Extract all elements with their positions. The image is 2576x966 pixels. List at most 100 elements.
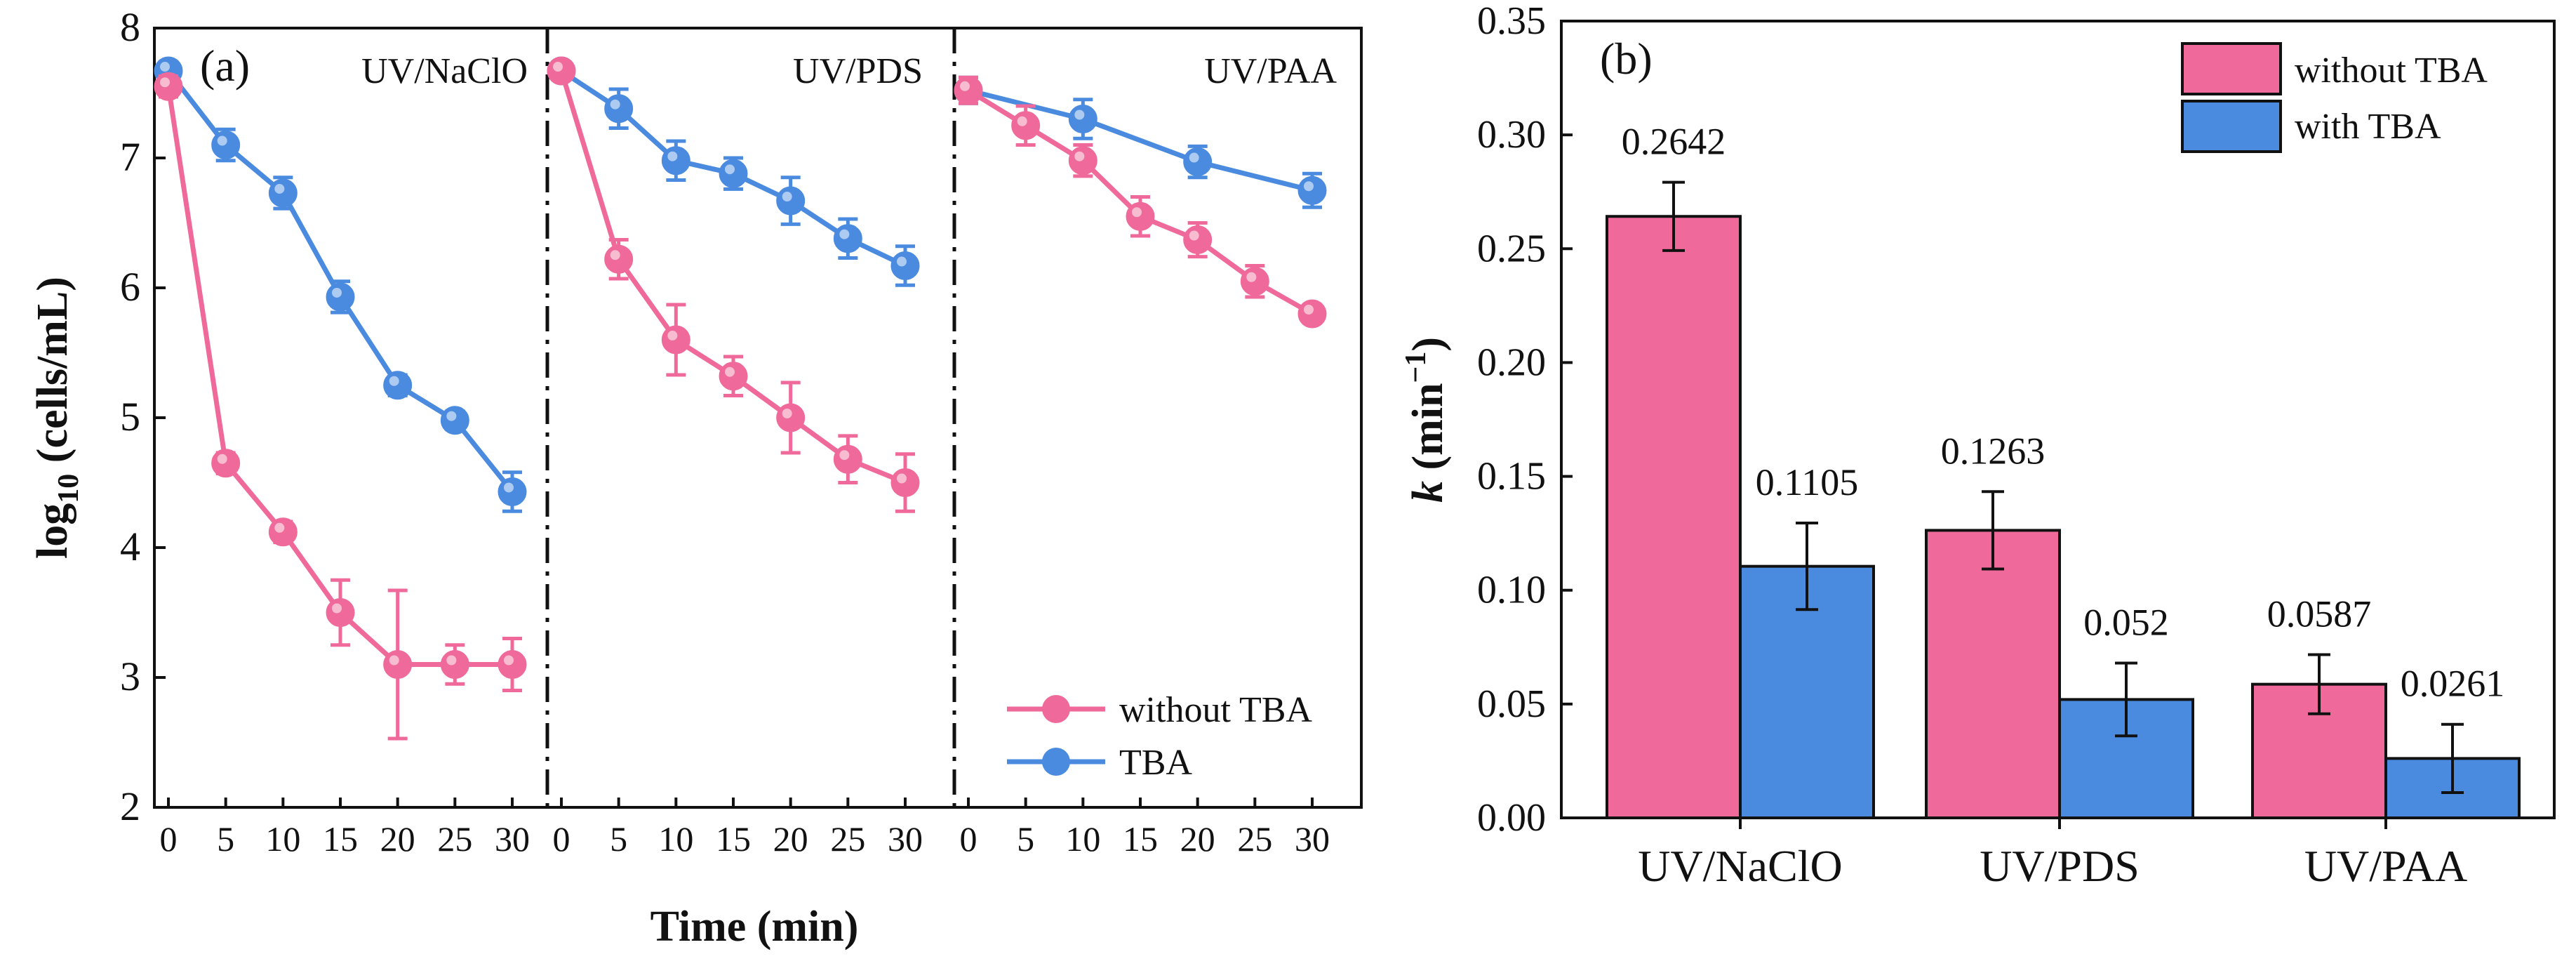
point-highlight-uv-pds-tba-t15 bbox=[725, 164, 735, 175]
line-uv-pds-without-tba bbox=[559, 70, 907, 485]
segment-label-uv-naclo: UV/NaClO bbox=[361, 51, 528, 91]
point-highlight-uv-pds-tba-t30 bbox=[897, 256, 907, 267]
x-tick-label-a-seg1-10: 10 bbox=[658, 819, 693, 859]
x-tick-label-a-seg2-20: 20 bbox=[1180, 819, 1215, 859]
point-uv-paa-without-tba-t5 bbox=[1011, 111, 1041, 140]
point-highlight-uv-naclo-without-tba-t15 bbox=[332, 603, 342, 614]
y-tick-label-a-7: 7 bbox=[120, 134, 140, 180]
y-axis-label-a-sub: 10 bbox=[53, 474, 85, 503]
point-highlight-uv-paa-without-tba-t0 bbox=[960, 81, 970, 91]
point-uv-naclo-without-tba-t25 bbox=[440, 650, 469, 679]
panel-b-bars: 0.2642 0.1105 0.1263 0.052 0.0587 0.0261 bbox=[1606, 121, 2521, 820]
x-tick-label-a-seg0-5: 5 bbox=[217, 819, 234, 859]
y-axis-label-a: log10 (cells/mL) bbox=[29, 277, 85, 559]
value-label-uv-pds-without-tba: 0.1263 bbox=[1941, 430, 2046, 472]
point-highlight-uv-pds-tba-t10 bbox=[667, 151, 678, 161]
point-highlight-uv-naclo-without-tba-t20 bbox=[389, 655, 399, 666]
point-highlight-uv-pds-tba-t25 bbox=[839, 229, 850, 239]
point-uv-pds-tba-t30 bbox=[890, 251, 920, 281]
x-tick-label-a-seg0-30: 30 bbox=[495, 819, 530, 859]
error-bar-uv-paa-without-tba bbox=[2308, 653, 2330, 715]
y-tick-label-b-0.15: 0.15 bbox=[1477, 455, 1546, 498]
point-uv-pds-without-tba-t20 bbox=[776, 403, 806, 432]
x-tick-label-a-seg0-15: 15 bbox=[323, 819, 358, 859]
point-uv-pds-without-tba-t0 bbox=[547, 56, 576, 86]
y-tick-label-b-0.30: 0.30 bbox=[1477, 113, 1546, 157]
y-tick-label-a-5: 5 bbox=[120, 394, 140, 439]
point-highlight-uv-naclo-tba-t10 bbox=[274, 183, 285, 194]
bar-uv-naclo-without-tba bbox=[1606, 215, 1742, 820]
line-uv-naclo-without-tba bbox=[166, 86, 512, 667]
x-tick-label-a-seg2-15: 15 bbox=[1123, 819, 1158, 859]
x-tick-label-a-seg2-5: 5 bbox=[1017, 819, 1034, 859]
value-label-uv-pds-with-tba: 0.052 bbox=[2083, 601, 2169, 643]
point-uv-naclo-tba-t30 bbox=[498, 477, 527, 506]
legend-a-marker-tba bbox=[1042, 748, 1070, 776]
point-highlight-uv-naclo-without-tba-t25 bbox=[446, 655, 457, 666]
point-highlight-uv-pds-without-tba-t5 bbox=[610, 250, 620, 260]
panel-b: (b) k (min−1) 0.000.050.100.150.200.250.… bbox=[1400, 0, 2556, 891]
x-tick-label-a-seg0-25: 25 bbox=[437, 819, 472, 859]
value-label-uv-naclo-with-tba: 0.1105 bbox=[1756, 461, 1859, 503]
point-uv-pds-tba-t20 bbox=[776, 186, 806, 216]
point-uv-paa-without-tba-t25 bbox=[1240, 267, 1269, 296]
legend-a-label-without-tba: without TBA bbox=[1119, 690, 1312, 730]
point-uv-naclo-tba-t25 bbox=[440, 406, 469, 435]
point-highlight-uv-pds-tba-t20 bbox=[782, 192, 792, 202]
point-uv-paa-without-tba-t15 bbox=[1126, 201, 1155, 231]
point-highlight-uv-pds-tba-t5 bbox=[610, 99, 620, 110]
legend-a-label-tba: TBA bbox=[1119, 743, 1192, 783]
panel-b-ticks: 0.00 0.05 0.10 0.15 0.20 0.25 0.30 0.35 UV/NaClO… bbox=[1477, 0, 2467, 891]
point-highlight-uv-pds-without-tba-t15 bbox=[725, 366, 735, 377]
y-axis-label-b: k (min−1) bbox=[1400, 337, 1452, 503]
value-label-uv-naclo-without-tba: 0.2642 bbox=[1622, 121, 1726, 163]
x-axis-label-a: Time (min) bbox=[650, 903, 859, 951]
point-highlight-uv-pds-without-tba-t10 bbox=[667, 331, 678, 340]
legend-b: without TBA with TBA bbox=[2181, 42, 2488, 153]
point-uv-pds-without-tba-t30 bbox=[890, 468, 920, 497]
x-tick-label-a-seg0-10: 10 bbox=[265, 819, 300, 859]
y-tick-label-a-8: 8 bbox=[120, 4, 140, 50]
point-highlight-uv-naclo-tba-t30 bbox=[504, 482, 514, 493]
value-label-uv-paa-with-tba: 0.0261 bbox=[2401, 663, 2505, 705]
point-highlight-uv-naclo-tba-t25 bbox=[446, 411, 457, 421]
point-uv-pds-without-tba-t5 bbox=[604, 244, 634, 274]
point-uv-pds-tba-t25 bbox=[833, 224, 862, 253]
x-tick-label-a-seg1-5: 5 bbox=[610, 819, 627, 859]
error-bar-uv-naclo-without-tba bbox=[1662, 180, 1685, 252]
legend-a-marker-without-tba bbox=[1042, 695, 1070, 723]
point-highlight-uv-paa-without-tba-t10 bbox=[1074, 151, 1085, 161]
point-highlight-uv-naclo-without-tba-t30 bbox=[504, 655, 514, 666]
point-uv-paa-tba-t10 bbox=[1068, 105, 1097, 133]
panel-b-label: (b) bbox=[1600, 34, 1653, 84]
x-tick-label-a-seg0-0: 0 bbox=[160, 819, 178, 859]
y-tick-label-a-6: 6 bbox=[120, 264, 140, 310]
point-uv-pds-without-tba-t25 bbox=[833, 444, 862, 474]
error-bar-uv-pds-with-tba bbox=[2115, 661, 2137, 738]
point-highlight-uv-naclo-tba-t5 bbox=[217, 135, 227, 146]
y-tick-label-b-0.00: 0.00 bbox=[1477, 796, 1546, 840]
x-tick-label-a-seg2-10: 10 bbox=[1065, 819, 1100, 859]
point-highlight-uv-pds-without-tba-t25 bbox=[839, 450, 850, 461]
y-tick-label-b-0.05: 0.05 bbox=[1477, 682, 1546, 726]
point-uv-naclo-without-tba-t5 bbox=[211, 449, 241, 478]
legend-a: without TBA TBA bbox=[1007, 690, 1312, 783]
x-tick-label-a-seg1-30: 30 bbox=[888, 819, 923, 859]
error-bar-uv-pds-without-tba bbox=[1982, 490, 2004, 571]
legend-b-label-without-tba: without TBA bbox=[2295, 51, 2488, 91]
y-axis-label-b-unit: (min bbox=[1404, 383, 1452, 482]
point-uv-paa-without-tba-t20 bbox=[1183, 225, 1213, 255]
point-highlight-uv-paa-without-tba-t5 bbox=[1017, 116, 1027, 126]
point-uv-naclo-without-tba-t15 bbox=[326, 598, 355, 627]
y-axis-label-a-rest: (cells/mL) bbox=[29, 277, 76, 474]
segment-label-uv-pds: UV/PDS bbox=[793, 51, 923, 91]
point-uv-pds-tba-t15 bbox=[719, 159, 748, 188]
error-bar-uv-paa-with-tba bbox=[2441, 722, 2464, 794]
point-uv-naclo-tba-t15 bbox=[326, 282, 355, 312]
y-tick-label-a-3: 3 bbox=[120, 654, 140, 699]
point-uv-naclo-without-tba-t10 bbox=[268, 517, 298, 547]
point-uv-naclo-tba-t20 bbox=[383, 371, 413, 400]
point-highlight-uv-naclo-without-tba-t5 bbox=[217, 454, 227, 464]
